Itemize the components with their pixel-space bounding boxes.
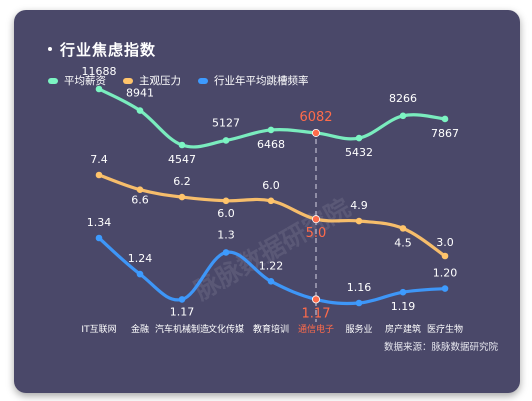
data-label-2-1: 1.24 [128, 252, 153, 265]
data-point-0-2 [178, 141, 186, 149]
data-label-1-1: 6.6 [131, 194, 149, 207]
legend-swatch-pressure [123, 77, 133, 84]
data-point-2-3 [222, 249, 230, 256]
data-label-1-0: 7.4 [90, 153, 108, 166]
data-point-2-4 [267, 278, 275, 285]
data-point-1-5 [311, 215, 320, 224]
data-point-2-7 [399, 288, 407, 296]
data-label-1-4: 6.0 [262, 179, 280, 192]
data-label-0-4: 6468 [257, 138, 285, 151]
data-point-0-8 [441, 115, 449, 123]
data-label-0-8: 7867 [431, 127, 459, 140]
data-point-2-8 [441, 285, 449, 292]
data-label-2-3: 1.3 [217, 228, 235, 241]
legend-label-turnover: 行业年平均跳槽频率 [214, 75, 309, 87]
data-label-2-7: 1.19 [391, 300, 416, 313]
data-point-2-5 [311, 295, 320, 304]
data-label-1-7: 4.5 [394, 236, 412, 249]
data-label-0-6: 5432 [345, 146, 373, 159]
x-tick-label-2: 汽车机械制造 [155, 323, 209, 335]
data-label-0-1: 8941 [126, 87, 154, 100]
data-label-2-8: 1.20 [433, 267, 458, 280]
x-tick-label-0: IT互联网 [81, 324, 116, 335]
data-point-1-8 [441, 252, 449, 260]
data-label-2-0: 1.34 [87, 216, 112, 229]
data-point-1-3 [222, 197, 230, 205]
data-label-0-0: 11688 [82, 65, 117, 78]
chart-title: 行业焦虑指数 [60, 40, 157, 59]
x-tick-label-6: 服务业 [345, 323, 372, 335]
data-point-0-6 [355, 134, 363, 142]
chart-card: 行业焦虑指数 平均薪资 主观压力 行业年平均跳槽频率 脉脉数据研究院 11688… [14, 10, 520, 393]
data-label-2-2: 1.17 [170, 305, 195, 318]
data-point-0-7 [399, 112, 407, 120]
data-point-2-6 [355, 299, 363, 307]
data-label-0-2: 4547 [168, 153, 196, 166]
data-label-1-2: 6.2 [173, 175, 191, 188]
data-point-0-5 [311, 128, 320, 137]
data-point-1-4 [267, 197, 275, 205]
data-point-2-1 [136, 270, 144, 278]
data-point-0-4 [267, 126, 275, 134]
x-tick-label-7: 房产建筑 [385, 323, 421, 335]
legend-item-salary: 平均薪资 [48, 73, 106, 88]
data-source-note: 数据来源：脉脉数据研究院 [383, 342, 498, 353]
data-point-1-0 [95, 171, 103, 179]
data-label-0-3: 5127 [212, 116, 240, 129]
legend-item-pressure: 主观压力 [123, 73, 181, 88]
title-row: 行业焦虑指数 [48, 39, 156, 59]
data-point-2-0 [95, 234, 103, 242]
data-label-1-3: 6.0 [217, 207, 235, 220]
data-label-0-7: 8266 [389, 92, 417, 105]
data-point-0-3 [222, 137, 230, 144]
data-label-2-5: 1.17 [302, 306, 331, 321]
legend: 平均薪资 主观压力 行业年平均跳槽频率 [48, 73, 326, 88]
x-tick-label-4: 教育培训 [253, 323, 289, 335]
data-point-1-7 [399, 225, 407, 232]
legend-label-salary: 平均薪资 [64, 75, 106, 87]
data-point-1-1 [136, 186, 144, 194]
data-point-0-1 [136, 107, 144, 114]
data-label-1-5: 5.0 [306, 226, 327, 241]
x-tick-label-3: 文化传媒 [208, 323, 244, 335]
x-tick-label-5: 通信电子 [298, 323, 334, 335]
legend-swatch-salary [48, 77, 58, 84]
data-point-2-2 [178, 296, 186, 303]
legend-swatch-turnover [198, 77, 208, 84]
x-tick-label-1: 金融 [131, 323, 149, 335]
data-label-1-6: 4.9 [350, 199, 368, 212]
data-label-2-6: 1.16 [347, 281, 372, 294]
legend-item-turnover: 行业年平均跳槽频率 [198, 73, 309, 88]
data-point-1-2 [178, 193, 186, 201]
bullet-icon [48, 47, 52, 51]
data-point-1-6 [355, 217, 363, 225]
legend-label-pressure: 主观压力 [139, 75, 181, 87]
data-label-1-8: 3.0 [436, 236, 454, 249]
data-label-0-5: 6082 [299, 110, 332, 125]
data-point-0-0 [95, 85, 103, 93]
x-tick-label-8: 医疗生物 [427, 323, 463, 335]
line-chart: 11688 8941 4547 5127 6468 6082 5432 8266 7867 7.4… [81, 65, 463, 335]
data-label-2-4: 1.22 [259, 259, 284, 272]
